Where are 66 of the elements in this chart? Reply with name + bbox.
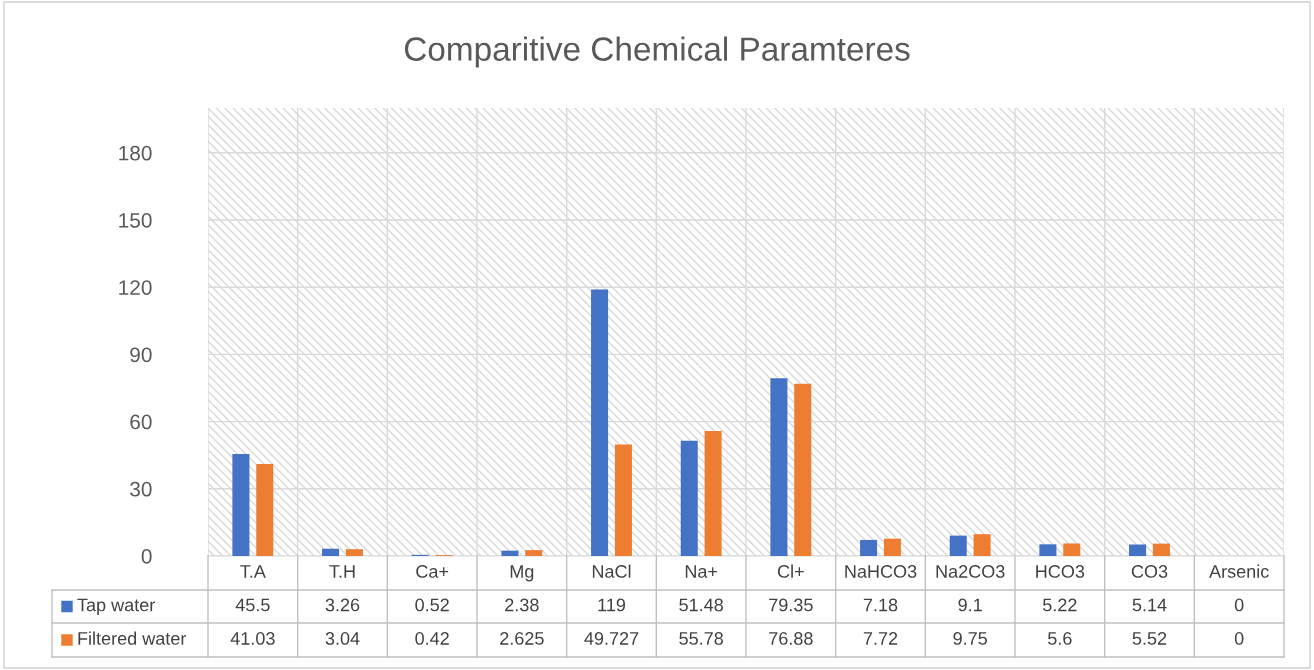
legend-label: Filtered water <box>78 631 187 645</box>
x-tick-label: Na2CO3 <box>936 565 1005 578</box>
data-label: 49.727 <box>584 632 639 645</box>
bar <box>591 289 609 556</box>
x-tick-label: HCO3 <box>1036 565 1085 578</box>
data-label: 119 <box>598 598 626 612</box>
y-tick-label: 120 <box>119 280 152 295</box>
bar <box>704 431 722 556</box>
bar <box>949 535 967 556</box>
bar <box>1063 543 1081 556</box>
bar <box>1039 544 1057 556</box>
bar <box>1129 544 1147 556</box>
bar <box>883 538 901 556</box>
x-tick-label: T.H <box>329 565 355 578</box>
x-tick-label: Na+ <box>685 565 718 578</box>
x-tick-label: Ca+ <box>416 565 449 578</box>
y-tick-label: 180 <box>119 145 152 161</box>
y-tick-label: 90 <box>130 347 152 363</box>
bar <box>322 548 340 556</box>
bar <box>256 464 274 556</box>
data-label: 5.6 <box>1048 632 1072 645</box>
x-tick-label: NaHCO3 <box>845 565 917 578</box>
x-tick-label: Cl+ <box>777 564 804 578</box>
y-tick-label: 30 <box>130 481 152 497</box>
x-tick-label: Arsenic <box>1209 564 1269 578</box>
bar <box>973 534 991 556</box>
bar <box>1152 543 1170 556</box>
x-tick-label: CO3 <box>1131 565 1168 578</box>
data-label: 3.04 <box>325 632 360 645</box>
y-tick-label: 150 <box>119 213 152 228</box>
bar <box>794 383 812 556</box>
data-label: 76.88 <box>769 632 813 645</box>
data-label: 79.35 <box>769 598 813 612</box>
data-label: 0.52 <box>415 598 449 612</box>
data-label: 51.48 <box>679 598 723 612</box>
data-label: 5.52 <box>1132 632 1167 645</box>
data-label: 45.5 <box>235 598 270 612</box>
chart-title: Comparitive Chemical Paramteres <box>404 36 910 68</box>
data-label: 0.42 <box>415 632 449 645</box>
data-label: 2.625 <box>500 632 544 645</box>
data-label: 9.75 <box>953 632 987 645</box>
data-label: 0 <box>1234 632 1244 645</box>
x-tick-label: Mg <box>510 565 534 582</box>
y-tick-label: 60 <box>130 414 152 430</box>
data-label: 0 <box>1234 598 1244 612</box>
legend-label: Tap water <box>77 598 155 615</box>
bar <box>345 549 363 556</box>
bar <box>525 550 543 556</box>
data-label: 7.18 <box>863 598 898 612</box>
data-label: 9.1 <box>958 598 982 612</box>
bar <box>680 440 698 556</box>
bar <box>770 378 788 556</box>
data-label: 55.78 <box>679 632 723 645</box>
bar <box>501 550 519 556</box>
y-tick-label: 0 <box>141 549 152 564</box>
data-label: 7.72 <box>863 632 898 645</box>
bar <box>860 539 878 556</box>
data-label: 5.22 <box>1042 598 1077 612</box>
bar <box>232 454 250 556</box>
data-label: 2.38 <box>505 598 539 612</box>
data-label: 5.14 <box>1132 598 1167 612</box>
data-label: 3.26 <box>325 598 360 612</box>
bar <box>614 444 632 556</box>
x-tick-label: T.A <box>240 565 266 578</box>
x-tick-label: NaCl <box>592 564 631 578</box>
data-label: 41.03 <box>230 632 275 645</box>
